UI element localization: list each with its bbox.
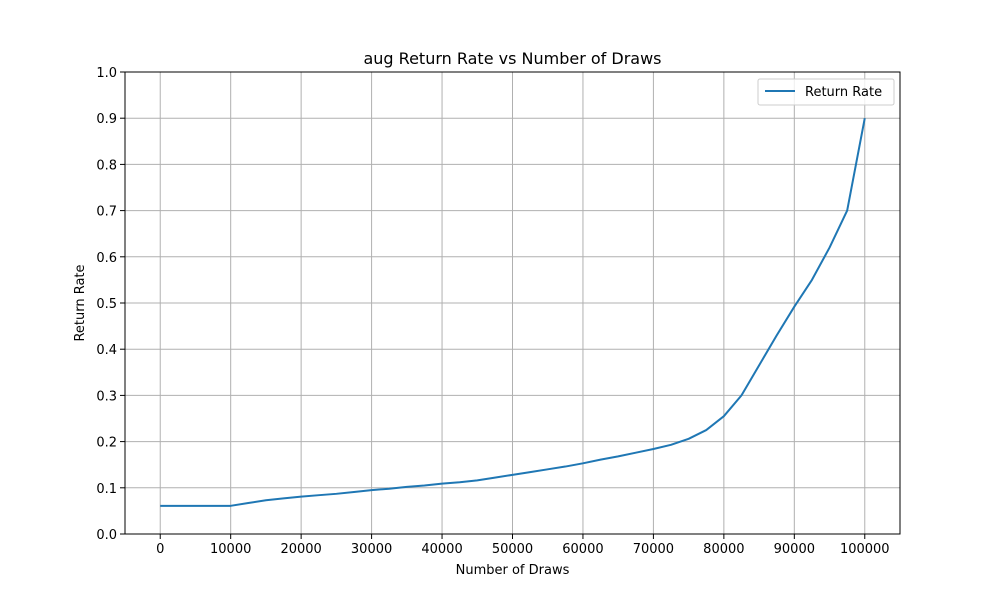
y-tick-label: 0.8	[96, 158, 117, 173]
y-tick-label: 0.6	[96, 251, 117, 266]
x-axis-label: Number of Draws	[456, 563, 570, 578]
x-tick-label: 20000	[280, 542, 321, 557]
y-tick-label: 0.3	[96, 389, 117, 404]
y-tick-label: 0.5	[96, 297, 117, 312]
x-tick-label: 80000	[703, 542, 744, 557]
y-axis-label: Return Rate	[73, 264, 88, 341]
legend: Return Rate	[757, 78, 895, 106]
x-tick-label: 90000	[774, 542, 815, 557]
x-tick-label: 70000	[633, 542, 674, 557]
legend-box	[757, 78, 895, 106]
ticks: 0 10000 20000 30000 40000 50000 60000 70000 8000…	[96, 66, 889, 557]
x-tick-label: 0	[156, 542, 164, 557]
legend-label: Return Rate	[805, 85, 882, 100]
x-tick-label: 50000	[492, 542, 533, 557]
y-tick-label: 0.4	[96, 343, 117, 358]
y-tick-label: 0.2	[96, 436, 117, 451]
x-tick-label: 40000	[421, 542, 462, 557]
x-tick-label: 100000	[840, 542, 890, 557]
x-tick-label: 60000	[562, 542, 603, 557]
x-tick-label: 30000	[351, 542, 392, 557]
y-tick-label: 0.9	[96, 112, 117, 127]
chart-title: aug Return Rate vs Number of Draws	[363, 49, 661, 68]
y-tick-label: 0.0	[96, 528, 117, 543]
y-tick-label: 0.1	[96, 482, 117, 497]
y-tick-label: 0.7	[96, 205, 117, 220]
series-layer	[160, 118, 866, 507]
x-tick-label: 10000	[210, 542, 251, 557]
series-line-return-rate	[160, 118, 866, 507]
y-tick-label: 1.0	[96, 66, 117, 81]
